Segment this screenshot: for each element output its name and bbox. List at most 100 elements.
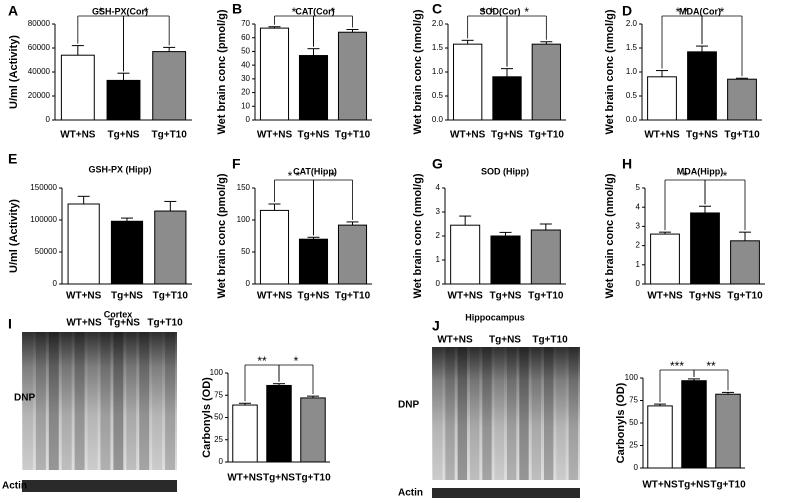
bar (490, 235, 521, 285)
blot-lane (556, 347, 566, 480)
blot-lane (48, 332, 59, 470)
x-tick-label: Tg+NS (298, 130, 330, 141)
blot-image (22, 332, 177, 470)
bar (531, 43, 561, 121)
x-tick-label: Tg+T10 (152, 130, 188, 141)
y-tick-label: 40000 (28, 67, 51, 76)
blot-lane (433, 347, 443, 480)
chart-title: CAT(Cor) (295, 6, 334, 16)
sig-label: * * (288, 169, 301, 183)
chart-title: SOD (Hipp) (481, 166, 529, 176)
y-tick-label: 30 (241, 74, 250, 83)
chart-title: CAT(Hipp) (293, 166, 337, 176)
y-tick-label: 50000 (35, 247, 58, 256)
bar (60, 54, 95, 121)
blot-lane (23, 332, 33, 470)
x-tick-label: Tg+T10 (153, 291, 189, 302)
y-tick-label: 2 (436, 231, 441, 240)
actin-band (22, 480, 177, 492)
lane-label: Tg+T10 (147, 318, 183, 329)
x-tick-label: WT+NS (257, 130, 293, 141)
x-tick-label: Tg+T10 (335, 291, 371, 302)
sig-label: ** (257, 354, 267, 368)
bar (154, 210, 187, 285)
y-tick-label: 50 (241, 247, 250, 256)
panel-letter: G (432, 156, 443, 172)
row-label: Actin (2, 481, 27, 492)
x-tick-label: Tg+T10 (335, 130, 371, 141)
bar (647, 76, 677, 121)
bar (647, 405, 673, 469)
x-tick-label: Tg+T10 (727, 291, 763, 302)
y-tick-label: 0 (246, 115, 251, 124)
blot-lane (139, 332, 150, 470)
blot-lane (544, 347, 554, 480)
bar (152, 51, 187, 121)
sig-label: * (292, 5, 297, 19)
bar (453, 43, 483, 121)
x-tick-label: Tg+NS (108, 130, 140, 141)
y-axis-label: Wet brain conc (nmol/g) (604, 9, 616, 134)
blot-title: Hippocampus (465, 312, 525, 322)
y-tick-label: 150 (237, 183, 251, 192)
row-label: Actin (398, 488, 423, 499)
y-tick-label: 80000 (28, 19, 51, 28)
sig-label: * (720, 5, 725, 19)
y-tick-label: 0 (636, 279, 641, 288)
y-tick-label: 0 (634, 463, 639, 472)
x-tick-label: Tg+NS (491, 130, 523, 141)
y-tick-label: 100 (210, 368, 224, 377)
panel-letter: D (622, 3, 632, 19)
x-tick-label: Tg+NS (678, 480, 710, 491)
bar (337, 31, 368, 121)
y-tick-label: 60 (241, 33, 250, 42)
bar (106, 79, 141, 121)
x-tick-label: Tg+NS (111, 291, 143, 302)
y-tick-label: 3 (436, 207, 441, 216)
blot-lane (470, 347, 480, 480)
y-tick-label: 5 (636, 183, 641, 192)
sig-label: * (144, 5, 149, 19)
blot-lane (531, 347, 541, 480)
y-tick-label: 0 (246, 279, 251, 288)
y-tick-label: 0.0 (626, 115, 638, 124)
y-tick-label: 60000 (28, 43, 51, 52)
y-tick-label: 0 (219, 457, 224, 466)
x-tick-label: WT+NS (644, 130, 680, 141)
y-tick-label: 2.0 (626, 19, 638, 28)
x-tick-label: Tg+T10 (528, 291, 564, 302)
y-axis-label: Wet brain conc (pmol/g) (216, 173, 228, 298)
bar (67, 203, 100, 285)
y-tick-label: 100 (625, 373, 639, 382)
y-tick-label: 75 (214, 390, 223, 399)
blot-title: Cortex (104, 309, 133, 319)
bar (232, 404, 258, 463)
x-tick-label: Tg+NS (263, 473, 295, 484)
bar (259, 209, 290, 285)
blot-lane (113, 332, 124, 470)
panel-letter: H (622, 156, 632, 172)
lane-label: WT+NS (66, 318, 102, 329)
sig-label: * * (676, 5, 689, 19)
blot-image (432, 347, 580, 480)
bar (530, 229, 561, 285)
x-tick-label: WT+NS (647, 291, 683, 302)
y-tick-label: 1 (636, 260, 641, 269)
y-tick-label: 0 (53, 279, 58, 288)
sig-label: * (683, 169, 688, 183)
sig-label: ** (706, 359, 716, 373)
y-tick-label: 2 (636, 241, 641, 250)
y-tick-label: 1.5 (432, 43, 444, 52)
lane-label: Tg+T10 (532, 335, 568, 346)
y-axis-label: Wet brain conc (nmol/g) (412, 9, 424, 134)
panel-letter: J (432, 318, 440, 334)
x-tick-label: Tg+T10 (529, 130, 565, 141)
x-tick-label: Tg+NS (689, 291, 721, 302)
bar (492, 76, 522, 121)
bar (110, 220, 144, 285)
y-tick-label: 0.5 (626, 91, 638, 100)
blot-lane (445, 347, 455, 480)
x-tick-label: WT+NS (60, 130, 96, 141)
chart-title: SOD(Cor) (480, 6, 521, 16)
y-tick-label: 1.0 (626, 67, 638, 76)
